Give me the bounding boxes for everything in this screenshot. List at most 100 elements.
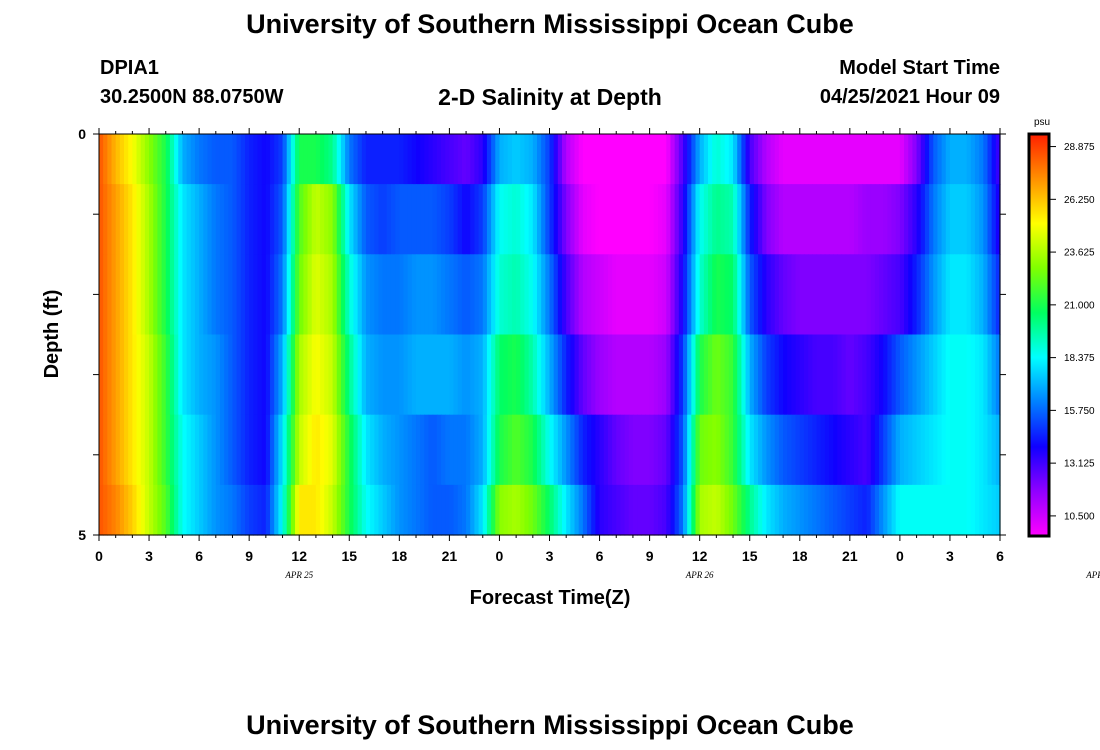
- heatmap-cell: [837, 334, 843, 416]
- heatmap-cell: [695, 414, 701, 486]
- heatmap-cell: [420, 184, 425, 255]
- heatmap-cell: [820, 334, 826, 416]
- heatmap-cell: [511, 134, 517, 185]
- heatmap-cell: [874, 184, 880, 255]
- heatmap-cell: [616, 334, 622, 416]
- heatmap-cell: [499, 134, 505, 185]
- heatmap-cell: [495, 184, 501, 255]
- heatmap-cell: [203, 414, 209, 486]
- heatmap-cell: [766, 184, 772, 255]
- heatmap-cell: [395, 134, 400, 185]
- heatmap-cell: [657, 414, 663, 486]
- heatmap-cell: [349, 484, 355, 536]
- x-tick-label: 0: [496, 548, 504, 564]
- heatmap-cell: [249, 414, 254, 486]
- heatmap-cell: [370, 334, 375, 416]
- heatmap-cell: [632, 134, 638, 185]
- heatmap-cell: [908, 184, 913, 255]
- heatmap-cell: [737, 414, 742, 486]
- heatmap-cell: [828, 484, 834, 536]
- heatmap-cell: [824, 254, 830, 336]
- heatmap-cell: [424, 334, 430, 416]
- heatmap-cell: [637, 134, 642, 185]
- heatmap-cell: [929, 184, 934, 255]
- heatmap-cell: [507, 414, 513, 486]
- heatmap-cell: [436, 414, 442, 486]
- heatmap-cell: [749, 414, 755, 486]
- heatmap-cell: [799, 134, 805, 185]
- heatmap-cell: [549, 134, 555, 185]
- heatmap-cell: [616, 184, 622, 255]
- heatmap-cell: [503, 334, 509, 416]
- heatmap-cell: [178, 334, 184, 416]
- heatmap-cell: [228, 414, 234, 486]
- heatmap-cell: [303, 254, 309, 336]
- heatmap-cell: [945, 414, 951, 486]
- x-tick-label: 15: [742, 548, 758, 564]
- heatmap-cell: [987, 334, 993, 416]
- heatmap-cell: [115, 254, 121, 336]
- heatmap-cell: [645, 414, 651, 486]
- heatmap-cell: [461, 334, 467, 416]
- heatmap-cell: [991, 184, 997, 255]
- heatmap-cell: [416, 334, 421, 416]
- x-tick-label: 0: [896, 548, 904, 564]
- heatmap-cell: [182, 134, 188, 185]
- heatmap-cell: [528, 134, 534, 185]
- heatmap-cell: [570, 254, 576, 336]
- heatmap-cell: [157, 334, 163, 416]
- heatmap-cell: [349, 254, 355, 336]
- heatmap-cell: [103, 134, 108, 185]
- heatmap-cell: [666, 184, 672, 255]
- heatmap-cell: [257, 184, 263, 255]
- heatmap-cell: [365, 334, 371, 416]
- heatmap-cell: [178, 184, 184, 255]
- heatmap-cell: [474, 484, 480, 536]
- y-axis-ticks: 05: [78, 126, 1006, 543]
- heatmap-cell: [603, 334, 609, 416]
- heatmap-cell: [549, 184, 555, 255]
- heatmap-cell: [353, 134, 359, 185]
- heatmap-cell: [491, 134, 496, 185]
- heatmap-cell: [954, 484, 959, 536]
- heatmap-cell: [991, 414, 997, 486]
- heatmap-cell: [774, 414, 780, 486]
- heatmap-cell: [99, 134, 104, 185]
- heatmap-cell: [349, 184, 355, 255]
- heatmap-cell: [532, 184, 538, 255]
- heatmap-cell: [937, 334, 943, 416]
- heatmap-cell: [603, 184, 609, 255]
- heatmap-cell: [395, 334, 400, 416]
- heatmap-cell: [345, 334, 350, 416]
- heatmap-cell: [111, 184, 117, 255]
- heatmap-cell: [687, 484, 692, 536]
- heatmap-cell: [553, 334, 559, 416]
- heatmap-cell: [390, 334, 396, 416]
- heatmap-cell: [570, 414, 576, 486]
- heatmap-cell: [612, 334, 617, 416]
- heatmap-cell: [286, 414, 292, 486]
- heatmap-cell: [445, 254, 450, 336]
- heatmap-cell: [662, 484, 667, 536]
- heatmap-cell: [320, 184, 325, 255]
- heatmap-cell: [270, 484, 275, 536]
- heatmap-cell: [103, 334, 108, 416]
- heatmap-cell: [666, 134, 672, 185]
- heatmap-cell: [545, 334, 551, 416]
- heatmap-cell: [670, 334, 676, 416]
- heatmap-cell: [791, 414, 797, 486]
- heatmap-cell: [153, 254, 158, 336]
- heatmap-cell: [399, 184, 405, 255]
- heatmap-cell: [762, 334, 768, 416]
- heatmap-cell: [812, 484, 818, 536]
- heatmap-cell: [562, 254, 567, 336]
- heatmap-cell: [641, 184, 647, 255]
- colorbar-tick-label: 18.375: [1064, 353, 1095, 364]
- heatmap-cell: [174, 414, 179, 486]
- heatmap-cell: [682, 184, 688, 255]
- heatmap-cell: [578, 184, 584, 255]
- heatmap-cell: [812, 254, 818, 336]
- heatmap-cell: [228, 334, 234, 416]
- heatmap-cell: [470, 254, 476, 336]
- heatmap-cell: [866, 184, 872, 255]
